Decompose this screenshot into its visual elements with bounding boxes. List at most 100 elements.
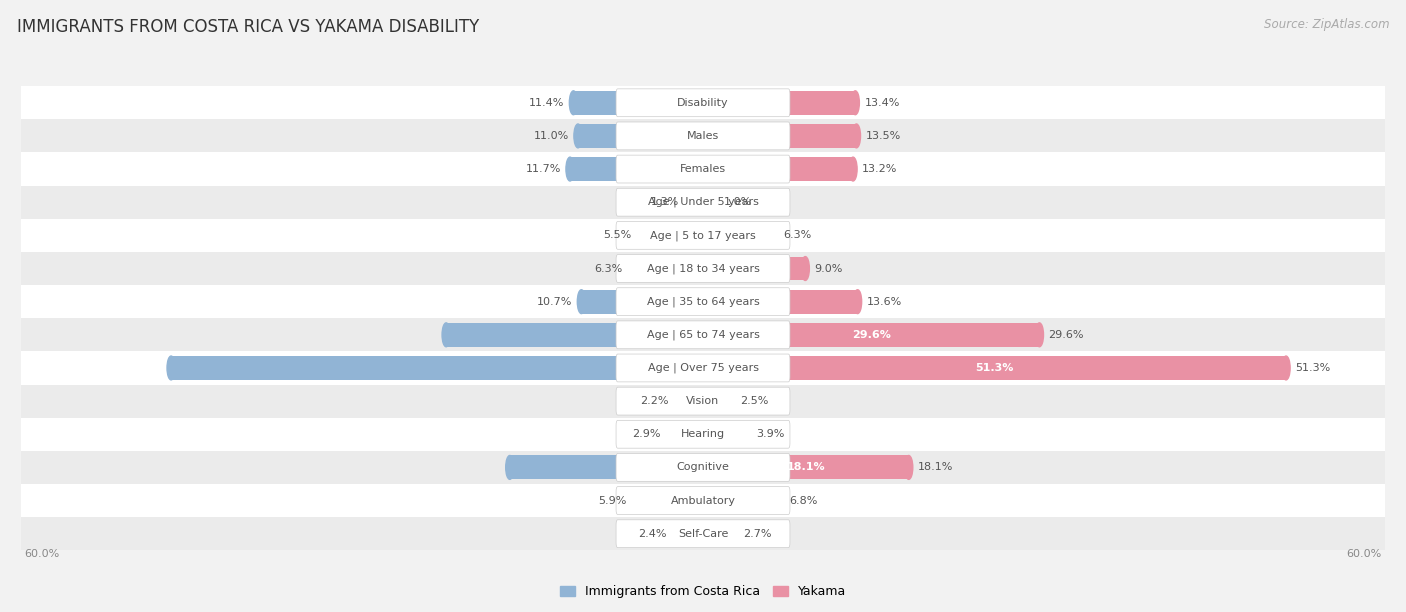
Text: 18.1%: 18.1%	[918, 463, 953, 472]
Bar	[636, 488, 703, 512]
Circle shape	[574, 124, 582, 148]
Bar	[21, 86, 1385, 119]
Text: Ambulatory: Ambulatory	[671, 496, 735, 506]
Circle shape	[904, 455, 912, 479]
Text: Vision: Vision	[686, 396, 720, 406]
Bar	[703, 323, 1039, 347]
Bar	[688, 190, 703, 214]
Circle shape	[730, 522, 738, 546]
Bar	[703, 157, 853, 181]
Text: Age | 18 to 34 years: Age | 18 to 34 years	[647, 263, 759, 274]
Circle shape	[801, 256, 810, 280]
Text: Self-Care: Self-Care	[678, 529, 728, 539]
Text: 1.3%: 1.3%	[651, 197, 679, 207]
Text: 2.4%: 2.4%	[638, 529, 666, 539]
Text: 11.7%: 11.7%	[526, 164, 561, 174]
Bar	[631, 256, 703, 280]
Bar	[21, 252, 1385, 285]
Bar	[703, 522, 734, 546]
Text: 6.8%: 6.8%	[789, 496, 818, 506]
Bar	[21, 185, 1385, 219]
Text: 9.0%: 9.0%	[814, 264, 842, 274]
Legend: Immigrants from Costa Rica, Yakama: Immigrants from Costa Rica, Yakama	[555, 580, 851, 603]
Text: 6.3%: 6.3%	[595, 264, 623, 274]
Bar	[582, 289, 703, 313]
FancyBboxPatch shape	[616, 188, 790, 216]
FancyBboxPatch shape	[616, 354, 790, 382]
FancyBboxPatch shape	[616, 487, 790, 515]
Text: 1.0%: 1.0%	[724, 197, 752, 207]
FancyBboxPatch shape	[616, 288, 790, 316]
Circle shape	[637, 223, 644, 247]
Bar	[21, 384, 1385, 418]
Bar	[676, 522, 703, 546]
Bar	[703, 124, 856, 148]
Text: Cognitive: Cognitive	[676, 463, 730, 472]
Text: 13.5%: 13.5%	[866, 131, 901, 141]
Circle shape	[666, 422, 673, 446]
Text: Age | 65 to 74 years: Age | 65 to 74 years	[647, 330, 759, 340]
FancyBboxPatch shape	[616, 122, 790, 150]
Circle shape	[673, 389, 682, 413]
Text: 11.0%: 11.0%	[534, 131, 569, 141]
Text: Males: Males	[688, 131, 718, 141]
Bar	[703, 455, 908, 479]
Circle shape	[744, 422, 751, 446]
Bar	[21, 119, 1385, 152]
Circle shape	[852, 124, 860, 148]
Bar	[703, 223, 775, 247]
FancyBboxPatch shape	[616, 453, 790, 481]
Text: 29.6%: 29.6%	[852, 330, 890, 340]
Bar	[172, 356, 703, 380]
FancyBboxPatch shape	[616, 520, 790, 548]
Text: Age | Over 75 years: Age | Over 75 years	[648, 363, 758, 373]
Text: 2.2%: 2.2%	[640, 396, 669, 406]
Circle shape	[627, 256, 636, 280]
Text: 11.4%: 11.4%	[529, 98, 564, 108]
Text: 5.9%: 5.9%	[599, 496, 627, 506]
Circle shape	[776, 488, 785, 512]
Text: 2.9%: 2.9%	[633, 429, 661, 439]
Text: 5.5%: 5.5%	[603, 230, 631, 241]
Circle shape	[506, 455, 513, 479]
Bar	[703, 488, 780, 512]
Circle shape	[441, 323, 450, 347]
Text: 3.9%: 3.9%	[756, 429, 785, 439]
Text: 13.6%: 13.6%	[866, 297, 901, 307]
Bar	[703, 389, 731, 413]
Bar	[703, 190, 714, 214]
Circle shape	[727, 389, 735, 413]
Bar	[678, 389, 703, 413]
Text: Hearing: Hearing	[681, 429, 725, 439]
Bar	[703, 422, 748, 446]
Circle shape	[851, 91, 859, 114]
Bar	[569, 157, 703, 181]
Circle shape	[685, 190, 692, 214]
Bar	[21, 484, 1385, 517]
Bar	[510, 455, 703, 479]
Circle shape	[853, 289, 862, 313]
Bar	[21, 152, 1385, 185]
Text: 10.7%: 10.7%	[537, 297, 572, 307]
Circle shape	[167, 356, 176, 380]
Bar	[703, 91, 855, 114]
Text: 60.0%: 60.0%	[1347, 549, 1382, 559]
Bar	[21, 451, 1385, 484]
Text: 51.3%: 51.3%	[1295, 363, 1330, 373]
Text: Females: Females	[681, 164, 725, 174]
Circle shape	[578, 289, 585, 313]
Circle shape	[631, 488, 640, 512]
Text: 2.7%: 2.7%	[742, 529, 772, 539]
FancyBboxPatch shape	[616, 222, 790, 249]
Bar	[21, 351, 1385, 384]
FancyBboxPatch shape	[616, 321, 790, 349]
Text: 60.0%: 60.0%	[24, 549, 59, 559]
FancyBboxPatch shape	[616, 420, 790, 448]
Bar	[703, 356, 1286, 380]
Circle shape	[567, 157, 574, 181]
Circle shape	[770, 223, 779, 247]
Circle shape	[849, 157, 858, 181]
Text: Disability: Disability	[678, 98, 728, 108]
Bar	[21, 285, 1385, 318]
Text: 6.3%: 6.3%	[783, 230, 811, 241]
